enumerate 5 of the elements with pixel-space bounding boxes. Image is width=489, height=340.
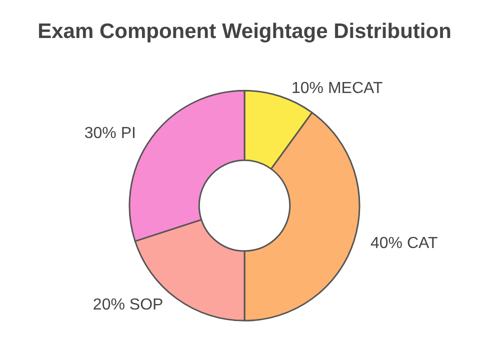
slice-label: 10% MECAT: [292, 80, 384, 98]
slice-label: 40% CAT: [370, 235, 438, 252]
slice-label: 20% SOP: [92, 296, 164, 314]
chart-title: Exam Component Weightage Distribution: [38, 20, 452, 43]
slice-label: 30% PI: [84, 124, 136, 142]
